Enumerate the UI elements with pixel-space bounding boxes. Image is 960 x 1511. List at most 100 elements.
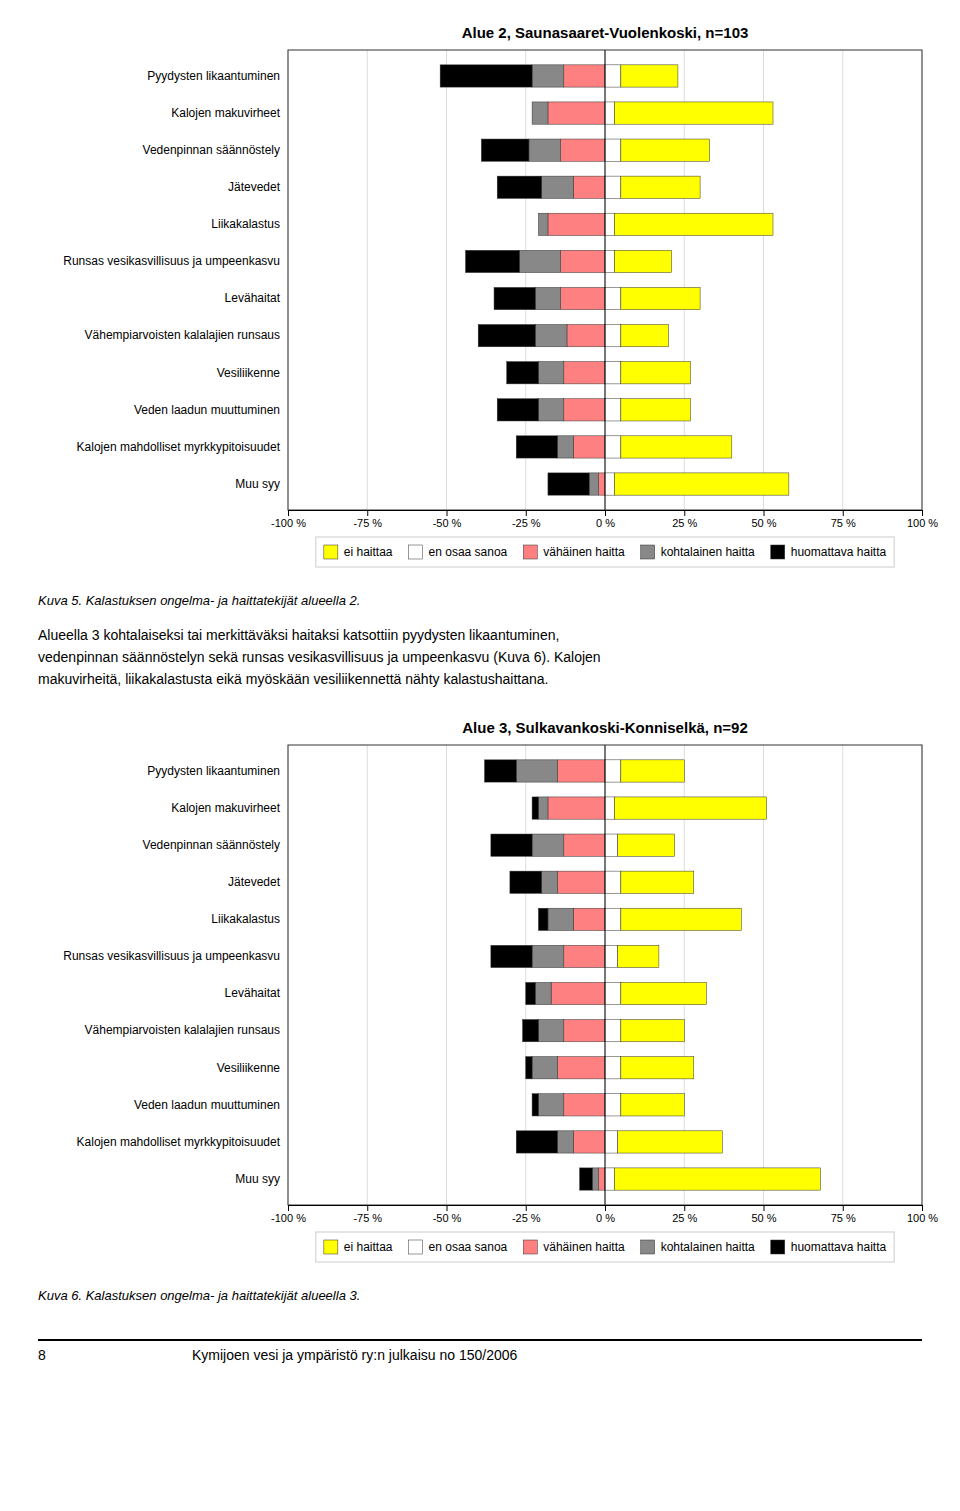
- legend-label: kohtalainen haitta: [661, 545, 755, 559]
- y-tick-label: Liikakalastus: [211, 217, 280, 231]
- y-tick-label: Pyydysten likaantuminen: [147, 69, 280, 83]
- x-tick-mark: [288, 510, 289, 516]
- y-tick-label: Jätevedet: [228, 180, 281, 194]
- bar: [557, 871, 605, 893]
- bar: [621, 1094, 684, 1116]
- grid-line: [605, 745, 606, 1205]
- series: [615, 65, 789, 495]
- y-tick-label: Jätevedet: [228, 875, 281, 889]
- page: Alue 2, Saunasaaret-Vuolenkoski, n=103-1…: [0, 0, 960, 1511]
- y-tick: Kalojen makuvirheet: [171, 106, 280, 120]
- x-tick-mark: [447, 510, 448, 516]
- series: [548, 65, 605, 495]
- legend-swatch: [771, 545, 785, 559]
- grid-line: [842, 745, 843, 1205]
- bar: [605, 213, 615, 235]
- bar: [605, 473, 615, 495]
- x-tick-label: 100 %: [907, 1212, 938, 1224]
- y-tick: Vedenpinnan säännöstely: [143, 838, 280, 852]
- bar: [605, 176, 621, 198]
- bar: [605, 399, 621, 421]
- bar: [548, 908, 573, 930]
- grid-line: [842, 50, 843, 510]
- bar: [538, 1094, 563, 1116]
- x-tick: 50 %: [751, 1205, 776, 1224]
- bar: [605, 982, 621, 1004]
- bar: [564, 834, 605, 856]
- y-tick-label: Muu syy: [235, 477, 280, 491]
- grid-line: [605, 50, 606, 510]
- legend-box: [316, 1232, 894, 1262]
- y-tick-label: Vedenpinnan säännöstely: [143, 838, 280, 852]
- y-tick-label: Muu syy: [235, 1172, 280, 1186]
- bar: [466, 250, 520, 272]
- bar: [526, 982, 536, 1004]
- bar: [542, 871, 558, 893]
- x-tick: 75 %: [831, 1205, 856, 1224]
- y-tick-label: Vesiliikenne: [217, 366, 281, 380]
- legend-item: kohtalainen haitta: [641, 545, 755, 559]
- plot-frame: [288, 50, 922, 510]
- bar: [561, 250, 605, 272]
- bar: [542, 176, 574, 198]
- series: [615, 760, 821, 1190]
- bars: [485, 760, 821, 1190]
- y-tick: Pyydysten likaantuminen: [147, 69, 280, 83]
- x-tick-label: -100 %: [271, 1212, 306, 1224]
- y-axis: Pyydysten likaantuminen Kalojen makuvirhe…: [63, 69, 280, 491]
- bar: [564, 362, 605, 384]
- bar: [618, 945, 659, 967]
- bar: [599, 1168, 605, 1190]
- x-tick-mark: [684, 510, 685, 516]
- bar: [516, 436, 557, 458]
- bar: [557, 1057, 605, 1079]
- bar: [523, 1020, 539, 1042]
- bar: [548, 102, 605, 124]
- bar: [621, 287, 700, 309]
- bar: [605, 1168, 615, 1190]
- legend-swatch: [324, 1240, 338, 1254]
- y-tick-label: Veden laadun muuttuminen: [134, 1098, 280, 1112]
- y-tick: Vähempiarvoisten kalalajien runsaus: [85, 1023, 280, 1037]
- y-tick-label: Pyydysten likaantuminen: [147, 764, 280, 778]
- x-tick-mark: [447, 1205, 448, 1211]
- bar: [532, 102, 548, 124]
- bar: [605, 1057, 621, 1079]
- bar: [621, 1020, 684, 1042]
- y-tick: Veden laadun muuttuminen: [134, 403, 280, 417]
- x-tick-label: -50 %: [433, 1212, 462, 1224]
- x-tick-mark: [367, 510, 368, 516]
- legend-label: ei haittaa: [344, 545, 393, 559]
- y-tick: Liikakalastus: [211, 912, 280, 926]
- y-tick: Pyydysten likaantuminen: [147, 764, 280, 778]
- bar: [507, 362, 539, 384]
- x-tick-mark: [526, 1205, 527, 1211]
- x-tick-mark: [764, 1205, 765, 1211]
- bar: [615, 797, 767, 819]
- legend-swatch: [641, 545, 655, 559]
- legend-label: vähäinen haitta: [543, 545, 625, 559]
- x-tick: 100 %: [907, 510, 938, 529]
- bar: [494, 287, 535, 309]
- legend-item: huomattava haitta: [771, 545, 887, 559]
- x-tick-mark: [922, 1205, 923, 1211]
- bar: [621, 760, 684, 782]
- x-axis: -100 %-75 %-50 %-25 %0 %25 %50 %75 %100 …: [271, 510, 938, 529]
- legend-swatch: [409, 1240, 423, 1254]
- bar: [538, 213, 548, 235]
- bar: [532, 1057, 557, 1079]
- y-tick-label: Runsas vesikasvillisuus ja umpeenkasvu: [63, 254, 280, 268]
- bar: [615, 1168, 821, 1190]
- bar: [599, 473, 605, 495]
- series: [485, 760, 593, 1190]
- grid-line: [367, 745, 368, 1205]
- legend-swatch: [641, 1240, 655, 1254]
- bar: [605, 908, 621, 930]
- y-tick: Levähaitat: [225, 291, 281, 305]
- bar: [526, 1057, 532, 1079]
- bar: [605, 834, 618, 856]
- legend-item: ei haittaa: [324, 1240, 393, 1254]
- y-tick: Muu syy: [235, 477, 280, 491]
- y-tick: Veden laadun muuttuminen: [134, 1098, 280, 1112]
- y-tick: Vähempiarvoisten kalalajien runsaus: [85, 328, 280, 342]
